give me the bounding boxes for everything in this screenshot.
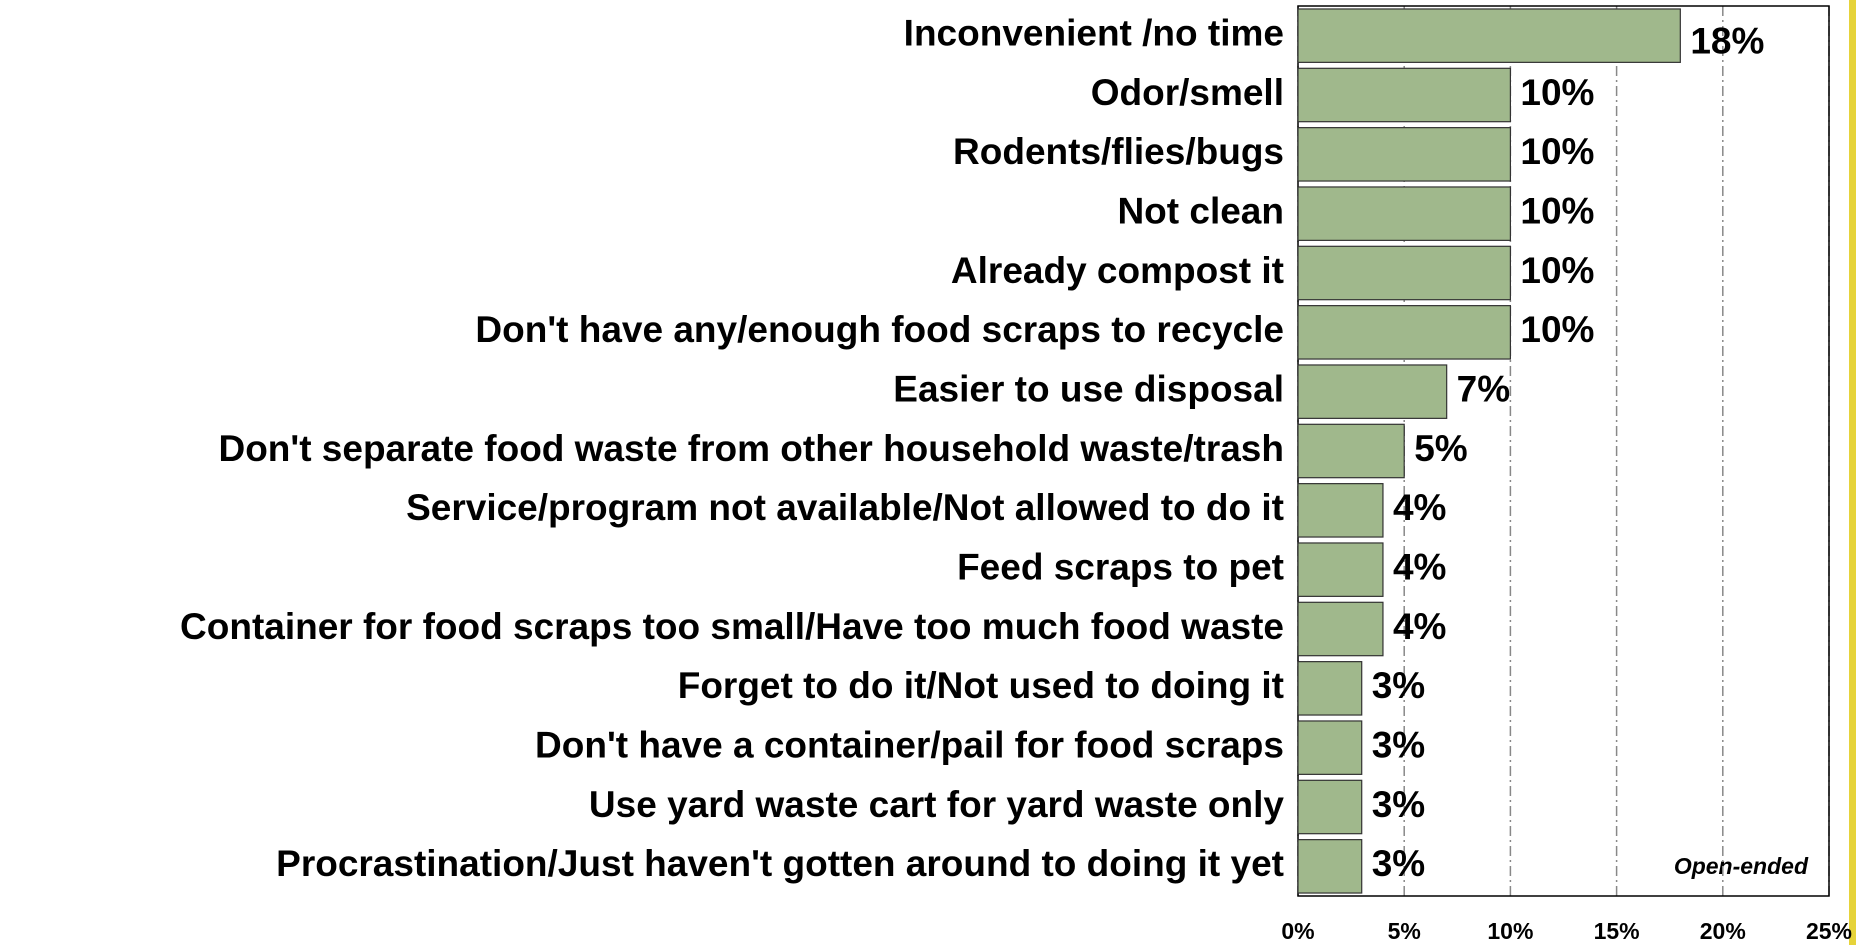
bar (1297, 305, 1511, 360)
value-label: 4% (1393, 546, 1446, 587)
edge-strip (1849, 0, 1856, 945)
bar (1297, 67, 1511, 123)
value-label: 5% (1414, 428, 1467, 469)
bar (1297, 127, 1511, 182)
bar (1297, 661, 1363, 716)
value-label: 10% (1520, 72, 1594, 113)
value-label: 10% (1520, 131, 1594, 172)
bar (1297, 779, 1363, 835)
category-label: Inconvenient /no time (904, 12, 1284, 53)
category-label: Already compost it (951, 250, 1284, 291)
value-label: 4% (1393, 606, 1446, 647)
bar (1297, 8, 1681, 63)
category-label: Don't separate food waste from other hou… (218, 428, 1284, 469)
category-label: Not clean (1117, 190, 1284, 231)
bar (1297, 601, 1384, 657)
category-label: Forget to do it/Not used to doing it (678, 665, 1284, 706)
value-label: 10% (1520, 309, 1594, 350)
bar (1297, 542, 1384, 597)
category-label: Service/program not available/Not allowe… (406, 487, 1284, 528)
value-label: 3% (1372, 665, 1425, 706)
category-label: Don't have any/enough food scraps to rec… (475, 309, 1284, 350)
annotation: Open-ended (1674, 853, 1809, 879)
value-label: 3% (1372, 724, 1425, 765)
bar (1297, 423, 1405, 479)
category-label: Feed scraps to pet (957, 546, 1284, 587)
x-tick-label: 20% (1700, 918, 1746, 944)
category-label: Container for food scraps too small/Have… (180, 606, 1284, 647)
category-label: Odor/smell (1091, 72, 1284, 113)
value-label: 3% (1372, 843, 1425, 884)
value-label: 18% (1690, 20, 1764, 61)
x-tick-label: 15% (1594, 918, 1640, 944)
value-label: 4% (1393, 487, 1446, 528)
category-label: Procrastination/Just haven't gotten arou… (276, 843, 1284, 884)
bar (1297, 839, 1363, 894)
bar (1297, 483, 1384, 538)
x-tick-label: 10% (1487, 918, 1533, 944)
category-label: Rodents/flies/bugs (953, 131, 1284, 172)
category-label: Don't have a container/pail for food scr… (535, 724, 1284, 765)
bar (1297, 186, 1511, 241)
value-label: 10% (1520, 250, 1594, 291)
category-label: Use yard waste cart for yard waste only (589, 784, 1284, 825)
bar (1297, 364, 1448, 419)
x-tick-label: 0% (1281, 918, 1314, 944)
x-tick-label: 25% (1806, 918, 1852, 944)
bar (1297, 720, 1363, 775)
value-label: 3% (1372, 784, 1425, 825)
category-label: Easier to use disposal (893, 368, 1284, 409)
bar (1297, 245, 1511, 301)
x-tick-label: 5% (1388, 918, 1421, 944)
value-label: 10% (1520, 190, 1594, 231)
value-label: 7% (1457, 368, 1510, 409)
